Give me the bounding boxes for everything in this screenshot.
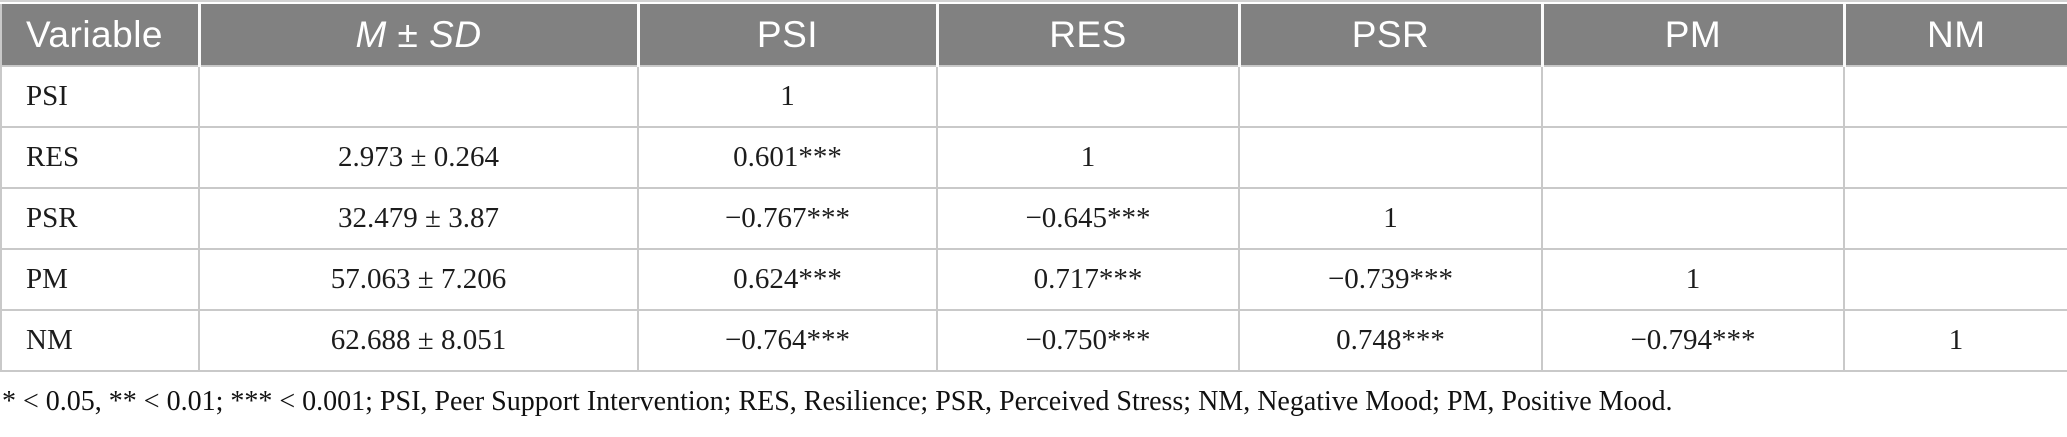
cell: 1 <box>1843 309 2067 372</box>
cell <box>936 65 1240 128</box>
cell: 2.973 ± 0.264 <box>198 126 639 189</box>
cell: −0.645*** <box>936 187 1240 250</box>
table-row-nm: NM 62.688 ± 8.051 −0.764*** −0.750*** 0.… <box>0 309 2067 372</box>
cell: −0.750*** <box>936 309 1240 372</box>
table-row-psr: PSR 32.479 ± 3.87 −0.767*** −0.645*** 1 <box>0 187 2067 250</box>
cell <box>1541 65 1845 128</box>
cell: 1 <box>1238 187 1543 250</box>
table-row-psi: PSI 1 <box>0 65 2067 128</box>
column-header-pm: PM <box>1542 4 1846 67</box>
cell: 0.601*** <box>637 126 938 189</box>
column-header-res: RES <box>937 4 1241 67</box>
cell <box>1843 126 2067 189</box>
column-header-psi: PSI <box>638 4 939 67</box>
cell: 1 <box>637 65 938 128</box>
header-row: Variable M ± SD PSI RES PSR PM NM <box>1 4 2067 67</box>
column-header-nm: NM <box>1844 4 2067 67</box>
row-label-psi: PSI <box>0 65 200 128</box>
cell <box>1843 187 2067 250</box>
correlation-table: Variable M ± SD PSI RES PSR PM NM PSI 1 <box>0 4 2067 372</box>
cell: −0.794*** <box>1541 309 1845 372</box>
column-header-variable: Variable <box>1 4 201 67</box>
correlation-table-wrap: Variable M ± SD PSI RES PSR PM NM PSI 1 <box>0 0 2067 372</box>
cell: 32.479 ± 3.87 <box>198 187 639 250</box>
cell <box>198 65 639 128</box>
row-label-nm: NM <box>0 309 200 372</box>
cell <box>1238 65 1543 128</box>
row-label-pm: PM <box>0 248 200 311</box>
table-row-res: RES 2.973 ± 0.264 0.601*** 1 <box>0 126 2067 189</box>
cell: −0.739*** <box>1238 248 1543 311</box>
cell: 57.063 ± 7.206 <box>198 248 639 311</box>
cell: 0.624*** <box>637 248 938 311</box>
cell <box>1541 126 1845 189</box>
cell <box>1843 248 2067 311</box>
cell: −0.767*** <box>637 187 938 250</box>
cell <box>1541 187 1845 250</box>
table-row-pm: PM 57.063 ± 7.206 0.624*** 0.717*** −0.7… <box>0 248 2067 311</box>
cell: 1 <box>1541 248 1845 311</box>
column-header-psr: PSR <box>1239 4 1544 67</box>
cell <box>1238 126 1543 189</box>
cell: 0.717*** <box>936 248 1240 311</box>
cell <box>1843 65 2067 128</box>
column-header-m-sd: M ± SD <box>199 4 640 67</box>
cell: 62.688 ± 8.051 <box>198 309 639 372</box>
row-label-res: RES <box>0 126 200 189</box>
table-footnote: * < 0.05, ** < 0.01; *** < 0.001; PSI, P… <box>2 386 1673 417</box>
cell: 1 <box>936 126 1240 189</box>
row-label-psr: PSR <box>0 187 200 250</box>
cell: 0.748*** <box>1238 309 1543 372</box>
cell: −0.764*** <box>637 309 938 372</box>
